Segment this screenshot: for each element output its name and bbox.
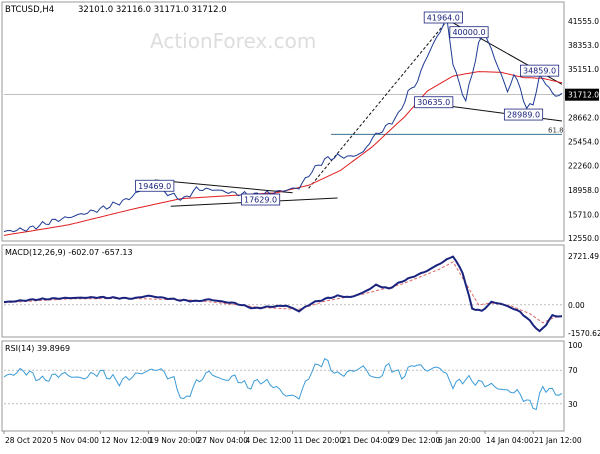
macd-plot bbox=[3, 255, 563, 333]
price-axis-tick: 35151.0 bbox=[568, 65, 599, 74]
rsi-plot bbox=[3, 357, 563, 411]
rsi-title: RSI(14) 39.8969 bbox=[5, 344, 70, 353]
price-label-box bbox=[423, 11, 463, 24]
x-axis-tick: 4 Dec 12:00 bbox=[246, 436, 292, 445]
x-axis-tick: 19 Nov 20:00 bbox=[149, 436, 200, 445]
price-axis-tick: 38353.0 bbox=[568, 41, 599, 50]
moving-average-line bbox=[3, 71, 563, 236]
price-axis-tick: 41555.0 bbox=[568, 17, 599, 26]
price-axis-tick: 28662.0 bbox=[568, 113, 599, 122]
macd-title: MACD(12,26,9) -602.07 -657.13 bbox=[5, 248, 133, 257]
macd-line bbox=[3, 255, 563, 333]
x-axis-tick: 21 Jan 12:00 bbox=[534, 436, 582, 445]
price-label-box bbox=[241, 193, 281, 206]
price-panel-frame bbox=[1, 1, 565, 242]
watermark: ActionForex.com bbox=[150, 29, 316, 53]
macd-signal-line bbox=[3, 261, 563, 324]
x-axis-tick: 6 Jan 20:00 bbox=[438, 436, 481, 445]
x-axis-tick: 11 Dec 20:00 bbox=[294, 436, 345, 445]
current-price-value: 31712.0 bbox=[568, 91, 599, 100]
rsi-axis-tick: 30 bbox=[568, 400, 578, 409]
price-label: 41964.0 bbox=[427, 14, 460, 23]
price-label: 19469.0 bbox=[138, 182, 171, 191]
price-axis-tick: 22260.0 bbox=[568, 161, 599, 170]
price-label-box bbox=[135, 179, 175, 192]
price-line bbox=[3, 16, 563, 233]
symbol-timeframe: BTCUSD,H4 bbox=[5, 5, 54, 15]
price-label: 30635.0 bbox=[417, 98, 450, 107]
x-axis-tick: 29 Dec 12:00 bbox=[390, 436, 441, 445]
price-axis-tick: 12550.0 bbox=[568, 234, 599, 243]
x-axis-tick: 28 Oct 2020 bbox=[5, 436, 52, 445]
fib-61-8-label: 61.8 bbox=[548, 126, 564, 134]
macd-axis-tick: -1570.62 bbox=[568, 329, 600, 338]
rsi-line bbox=[3, 357, 563, 411]
rsi-axis-tick: 70 bbox=[568, 366, 578, 375]
rsi-panel-frame bbox=[1, 340, 565, 432]
macd-panel-frame bbox=[1, 244, 565, 338]
x-axis-tick: 5 Nov 04:00 bbox=[53, 436, 99, 445]
price-axis-tick: 15710.0 bbox=[568, 210, 599, 219]
x-axis-tick: 27 Nov 04:00 bbox=[197, 436, 248, 445]
macd-axis-tick: 0.00 bbox=[568, 301, 585, 310]
triangle-upper-line bbox=[154, 179, 293, 194]
price-label: 28989.0 bbox=[507, 111, 540, 120]
rising-dashed-line bbox=[308, 21, 447, 189]
axes: 41555.0 38353.0 35151.0 31712.0 28662.0 25454… bbox=[3, 17, 600, 445]
price-label: 17629.0 bbox=[244, 196, 277, 205]
price-axis-tick: 25454.0 bbox=[568, 137, 599, 146]
x-axis-tick: 21 Dec 04:00 bbox=[342, 436, 393, 445]
ohlc-readout: 32101.0 32116.0 31171.0 31712.0 bbox=[78, 5, 227, 15]
price-label-box bbox=[520, 64, 560, 77]
x-axis-tick: 14 Jan 04:00 bbox=[486, 436, 534, 445]
price-plot: 61.8 41964.0 40000.0 34859.0 30635.0 28989.0 1… bbox=[3, 11, 564, 236]
current-price-tag bbox=[565, 88, 599, 101]
price-axis-tick: 18958.0 bbox=[568, 186, 599, 195]
price-label-box bbox=[449, 26, 489, 39]
price-label: 40000.0 bbox=[452, 28, 485, 37]
x-axis-tick: 12 Nov 12:00 bbox=[101, 436, 152, 445]
price-label: 34859.0 bbox=[523, 67, 556, 76]
price-label-box bbox=[414, 96, 454, 109]
rsi-axis-tick: 100 bbox=[568, 341, 583, 350]
macd-axis-tick: 2721.49 bbox=[568, 252, 599, 261]
price-label-box bbox=[503, 108, 544, 121]
